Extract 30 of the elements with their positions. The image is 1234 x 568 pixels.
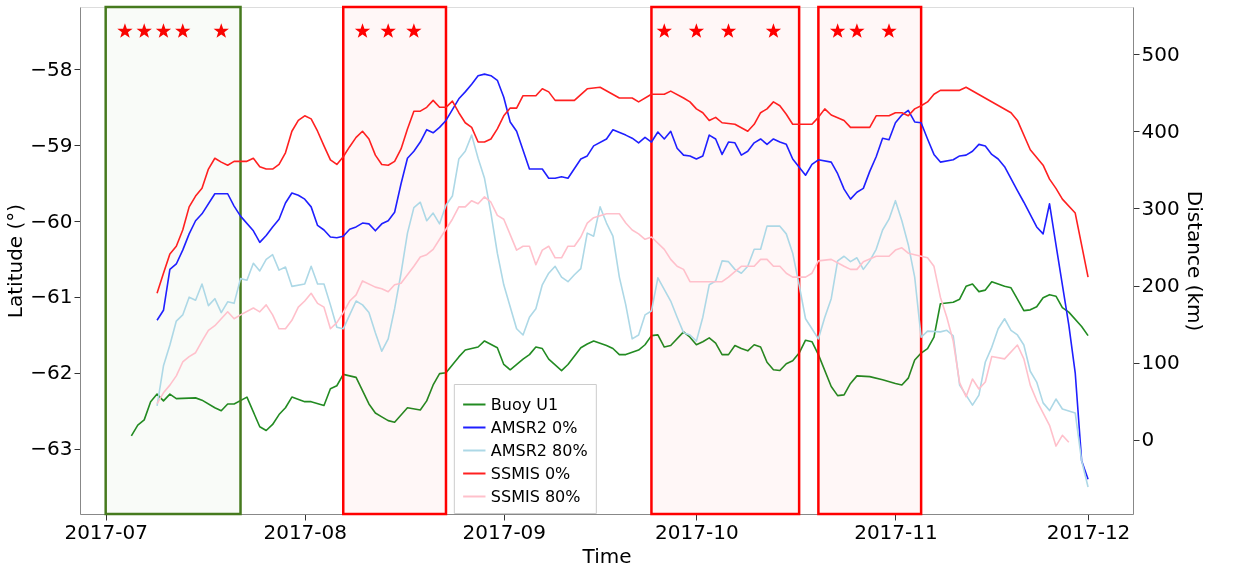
y-tick-label: −63 (30, 436, 73, 461)
y-tick-label: −60 (30, 208, 73, 233)
legend-label: AMSR2 80% (490, 440, 588, 460)
y-tick-label: −58 (30, 56, 73, 81)
y2-tick-label: 200 (1141, 273, 1180, 298)
x-tick-label: 2017-12 (1046, 519, 1131, 544)
y-axis-title: Latitude (°) (3, 203, 28, 319)
y2-axis-title: Distance (km) (1182, 190, 1207, 332)
x-tick-label: 2017-09 (462, 519, 547, 544)
y2-tick-label: 100 (1141, 350, 1180, 375)
y2-tick-label: 300 (1141, 195, 1180, 220)
y-tick-label: −61 (30, 284, 73, 309)
line-series (156, 73, 1089, 481)
x-tick-label: 2017-07 (64, 519, 148, 544)
legend-label: AMSR2 0% (490, 417, 578, 437)
x-tick-label: 2017-08 (263, 519, 348, 544)
legend-label: SSMIS 0% (490, 463, 571, 483)
y2-tick-label: 0 (1141, 427, 1155, 452)
legend-label: SSMIS 80% (490, 486, 581, 506)
y2-tick-label: 500 (1141, 41, 1180, 66)
legend-label: Buoy U1 (490, 394, 559, 414)
x-axis-title: Time (581, 543, 632, 568)
line-series (156, 86, 1089, 295)
y-tick-label: −62 (30, 360, 73, 385)
x-tick-label: 2017-10 (655, 519, 739, 544)
line-series (156, 134, 1089, 488)
y2-tick-label: 400 (1141, 118, 1180, 143)
y-tick-label: −59 (30, 132, 73, 157)
line-series (130, 280, 1089, 437)
x-tick-label: 2017-11 (854, 519, 938, 544)
